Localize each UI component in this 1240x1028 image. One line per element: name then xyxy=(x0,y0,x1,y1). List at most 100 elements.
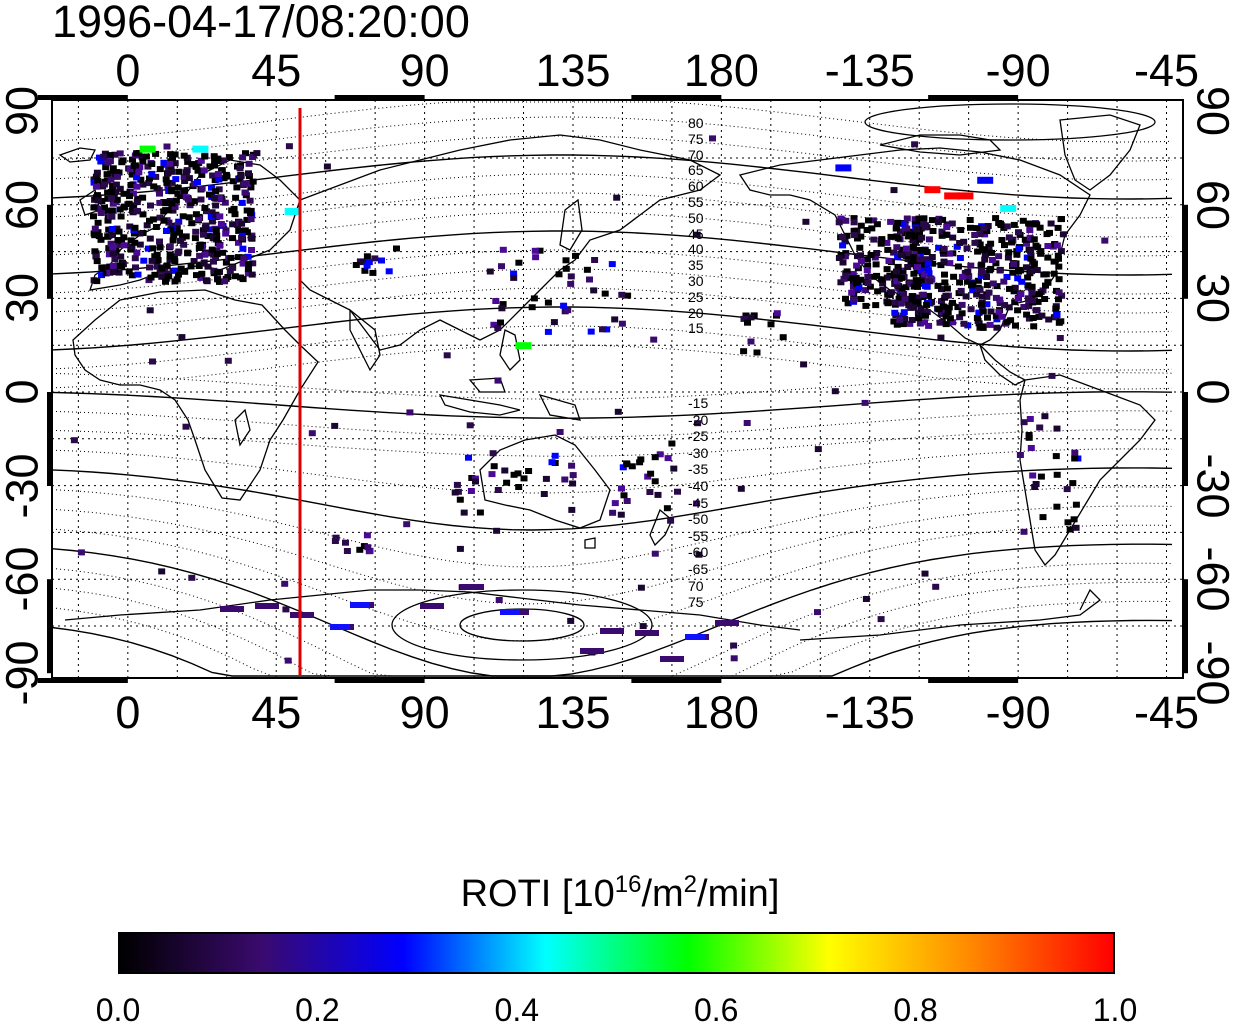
roti-point xyxy=(945,304,953,311)
roti-point xyxy=(352,262,360,268)
roti-high-point xyxy=(977,176,994,184)
roti-point xyxy=(914,264,921,271)
roti-point xyxy=(107,189,115,195)
roti-point xyxy=(109,232,116,239)
roti-point xyxy=(884,300,892,307)
roti-point xyxy=(105,226,113,233)
roti-point xyxy=(1053,471,1061,478)
roti-point xyxy=(213,251,221,258)
left-axis-segment xyxy=(47,204,52,299)
roti-point xyxy=(153,251,161,258)
roti-point xyxy=(569,480,577,487)
roti-point xyxy=(611,316,619,323)
lon-bot-label: 135 xyxy=(535,687,611,738)
roti-point xyxy=(1015,268,1022,275)
roti-point xyxy=(1028,268,1036,275)
colorbar-tick-label: 1.0 xyxy=(1092,992,1138,1028)
roti-point xyxy=(992,294,1000,301)
roti-point xyxy=(897,300,905,307)
roti-point xyxy=(182,233,190,240)
roti-point xyxy=(850,232,858,239)
roti-point xyxy=(196,242,204,249)
roti-point xyxy=(843,232,851,239)
roti-point xyxy=(146,175,153,182)
roti-point xyxy=(460,509,468,516)
roti-point xyxy=(969,287,977,294)
roti-point xyxy=(133,207,141,214)
roti-point xyxy=(1020,528,1028,535)
roti-point xyxy=(528,304,536,311)
roti-point xyxy=(837,279,845,286)
top-axis-segment xyxy=(334,95,425,100)
roti-point xyxy=(897,252,905,259)
map-title: 1996-04-17/08:20:00 xyxy=(52,0,470,47)
roti-point xyxy=(113,196,121,203)
roti-point xyxy=(747,314,755,321)
roti-point xyxy=(1025,315,1033,322)
roti-point xyxy=(129,209,137,216)
roti-point xyxy=(500,609,520,615)
roti-point xyxy=(909,254,917,261)
roti-point xyxy=(1057,216,1065,223)
lon-bot-label: 45 xyxy=(251,687,302,738)
roti-point xyxy=(118,263,126,270)
roti-point xyxy=(361,267,369,274)
roti-point xyxy=(133,199,141,206)
roti-point xyxy=(737,485,745,492)
roti-point xyxy=(767,321,775,328)
roti-point xyxy=(246,197,254,204)
roti-point xyxy=(938,298,945,305)
roti-point xyxy=(1014,295,1022,302)
roti-point xyxy=(945,250,953,257)
roti-point xyxy=(879,286,887,293)
roti-point xyxy=(308,430,316,437)
roti-point xyxy=(915,220,923,227)
roti-point xyxy=(359,259,367,266)
roti-point xyxy=(147,274,155,281)
roti-point xyxy=(406,409,414,416)
roti-point xyxy=(864,263,872,269)
roti-point xyxy=(343,548,351,554)
roti-point xyxy=(1026,227,1034,233)
roti-point xyxy=(247,184,255,191)
roti-point xyxy=(247,216,255,223)
roti-point xyxy=(674,488,681,495)
roti-point xyxy=(694,420,702,427)
roti-point xyxy=(975,309,983,316)
roti-point xyxy=(168,200,176,207)
roti-point xyxy=(909,243,917,250)
roti-point xyxy=(109,183,117,189)
roti-point xyxy=(169,207,177,214)
roti-point xyxy=(956,314,964,321)
lon-top-label: -45 xyxy=(1133,45,1200,96)
roti-point xyxy=(94,219,102,226)
roti-point xyxy=(369,269,377,276)
roti-point xyxy=(503,479,511,486)
roti-point xyxy=(914,310,922,316)
roti-point xyxy=(139,158,147,165)
roti-point xyxy=(107,195,115,202)
roti-point xyxy=(127,182,135,188)
roti-point xyxy=(908,317,916,323)
roti-point xyxy=(92,183,100,190)
roti-point xyxy=(938,228,946,235)
roti-point xyxy=(245,160,253,167)
roti-point xyxy=(114,262,122,269)
roti-point xyxy=(146,307,154,314)
roti-point xyxy=(730,642,738,649)
magnetic-contour xyxy=(51,391,1173,419)
roti-point xyxy=(1003,223,1011,230)
roti-point xyxy=(863,227,871,233)
roti-point xyxy=(195,216,202,222)
roti-point xyxy=(117,213,125,220)
roti-point xyxy=(107,240,115,247)
roti-point xyxy=(1071,455,1079,462)
colorbar-title-exponent: 16 xyxy=(614,871,642,898)
roti-point xyxy=(166,251,174,258)
roti-point xyxy=(108,213,116,220)
roti-point xyxy=(139,181,147,188)
roti-point xyxy=(164,273,172,280)
roti-point xyxy=(181,187,189,194)
roti-point xyxy=(163,262,171,269)
